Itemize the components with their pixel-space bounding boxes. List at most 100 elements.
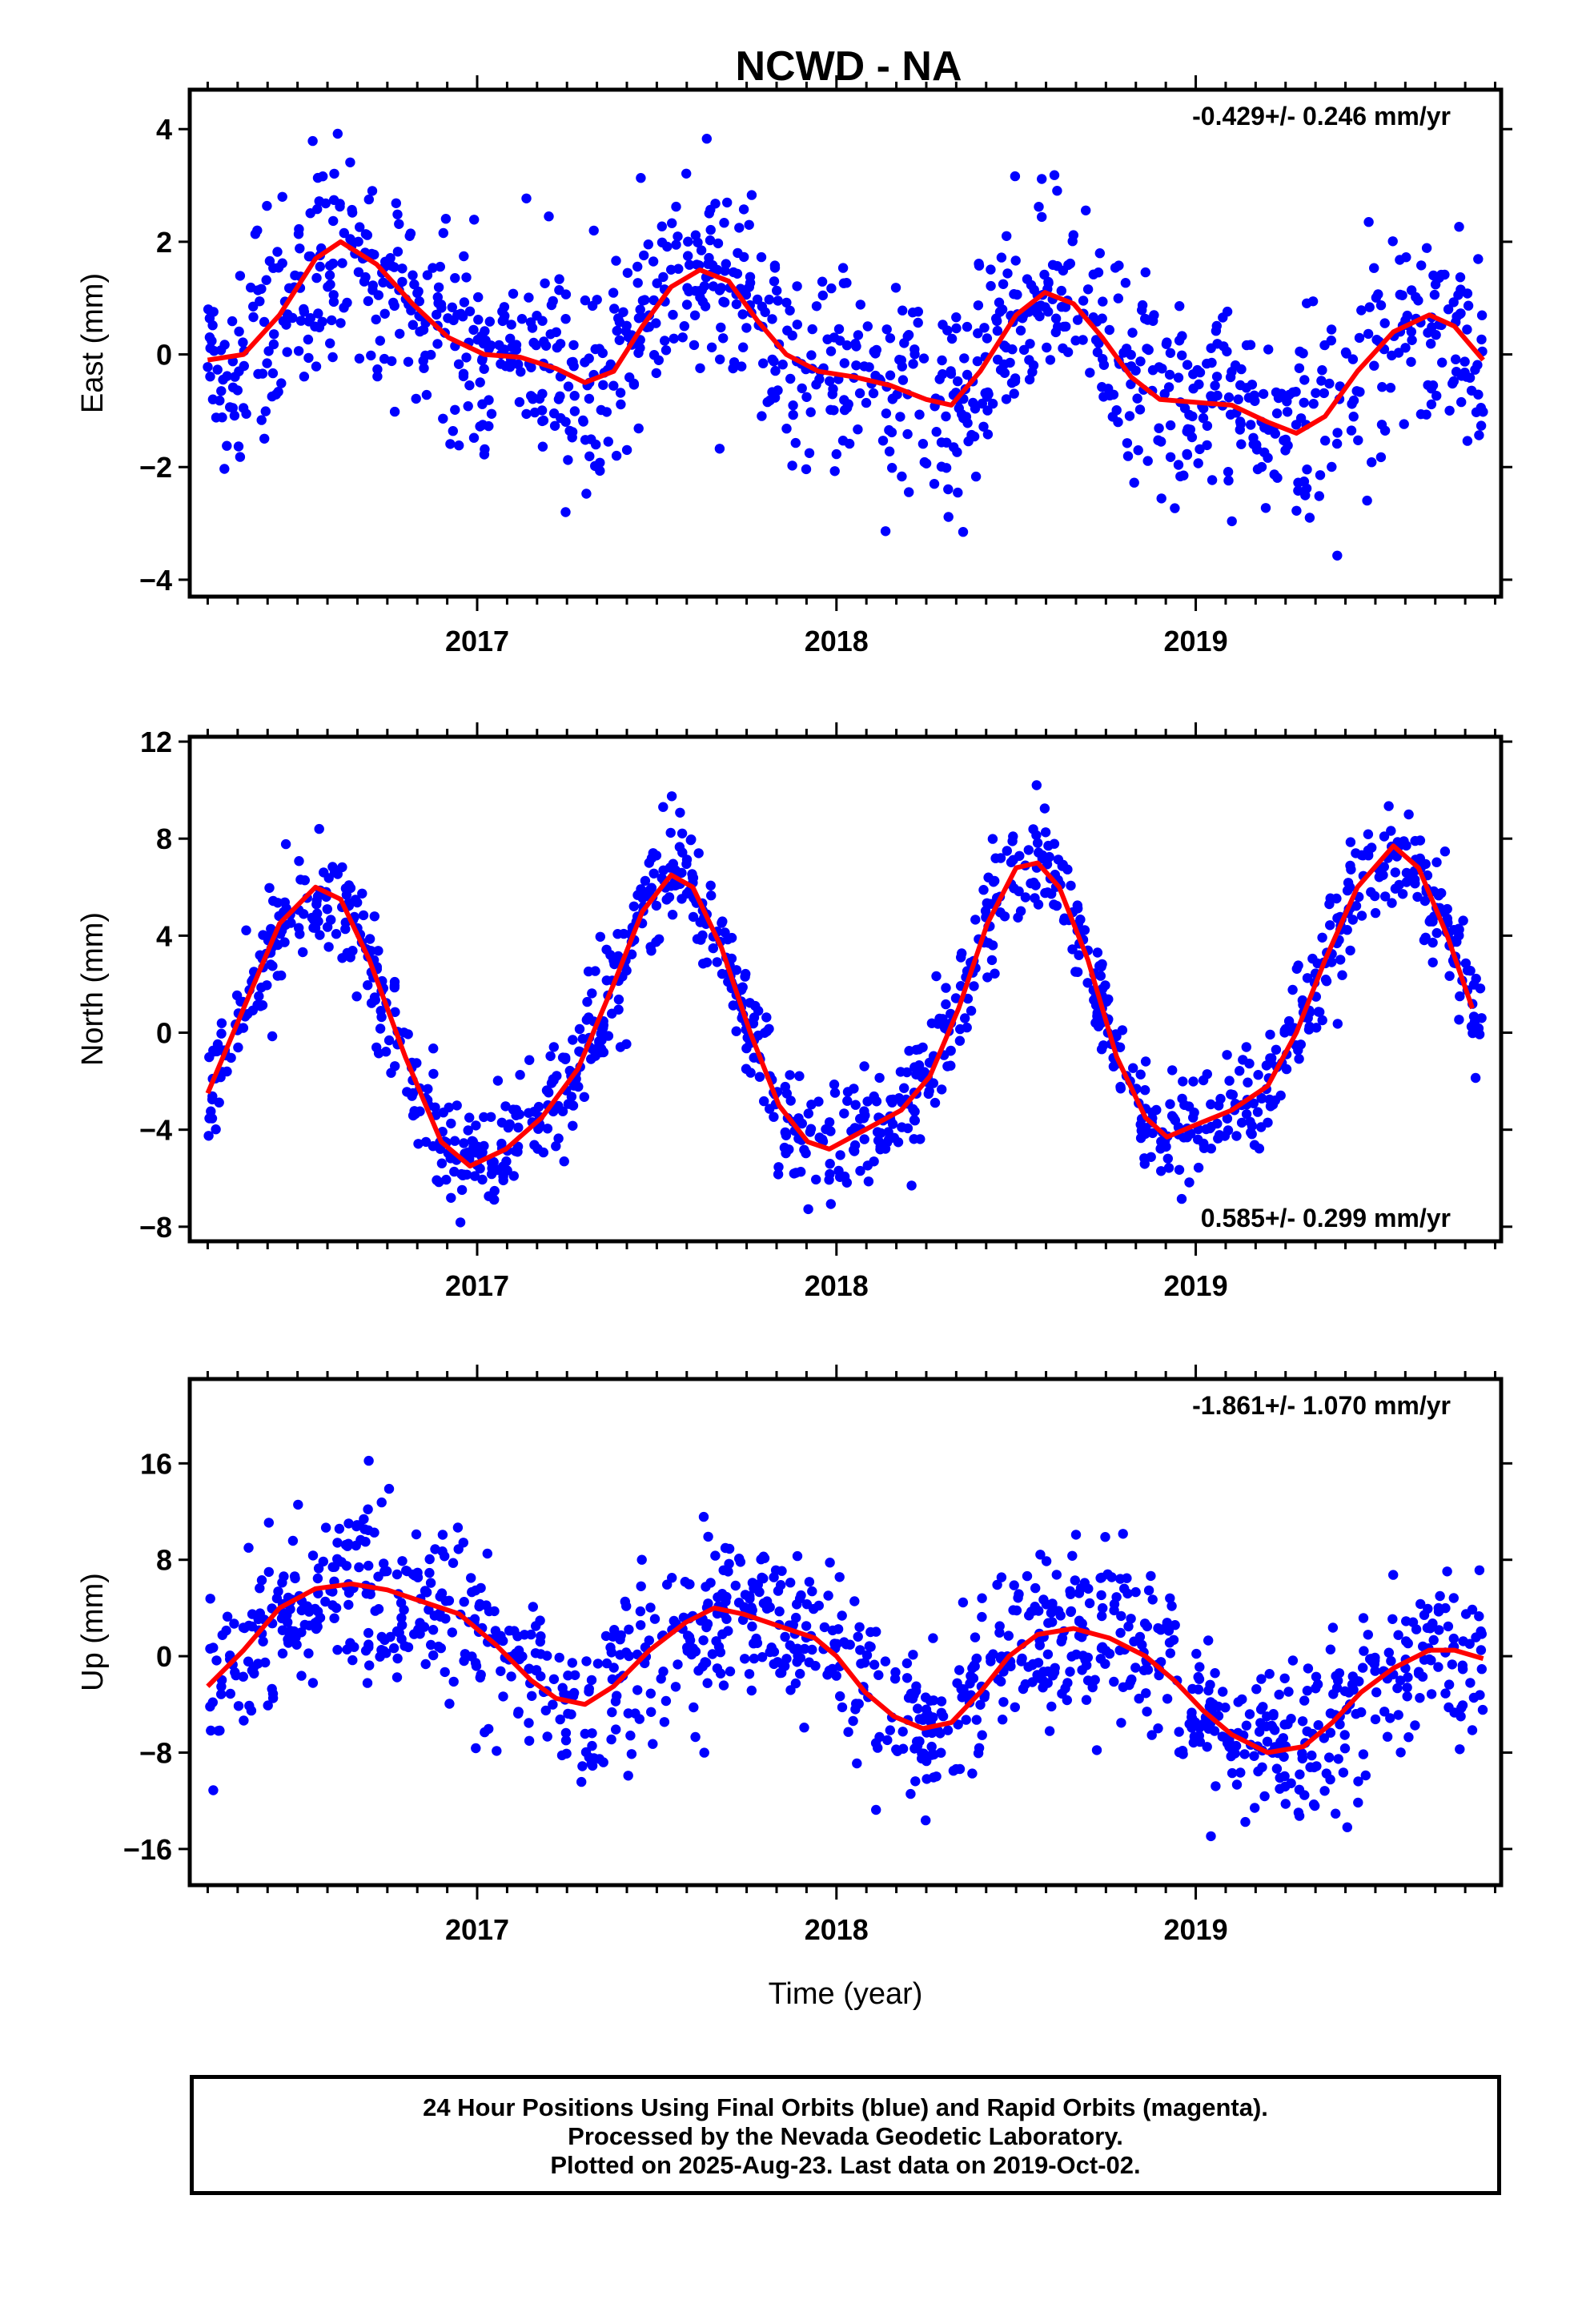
- data-point: [1215, 1093, 1226, 1104]
- data-point: [667, 1573, 677, 1583]
- data-point: [459, 1138, 469, 1148]
- data-point: [761, 1012, 772, 1023]
- data-point: [972, 356, 983, 367]
- data-point: [1142, 1707, 1152, 1717]
- data-point: [719, 297, 730, 308]
- data-point: [1400, 343, 1411, 353]
- data-point: [1051, 1570, 1062, 1580]
- data-point: [1173, 460, 1184, 470]
- data-point: [401, 1566, 412, 1576]
- data-point: [610, 1696, 621, 1707]
- data-point: [905, 1788, 916, 1799]
- data-point: [1307, 1750, 1317, 1761]
- data-point: [1354, 1676, 1364, 1687]
- data-point: [1448, 1593, 1460, 1603]
- data-point: [817, 276, 828, 287]
- data-point: [918, 1748, 929, 1759]
- data-point: [987, 398, 998, 409]
- data-point: [668, 309, 678, 320]
- data-point: [624, 372, 635, 383]
- data-point: [943, 484, 954, 495]
- data-point: [1049, 838, 1060, 849]
- data-point: [665, 827, 676, 838]
- data-point: [521, 408, 532, 420]
- data-point: [850, 1100, 861, 1110]
- data-point: [560, 1735, 572, 1746]
- data-point: [708, 943, 718, 954]
- data-point: [1347, 915, 1359, 925]
- data-point: [938, 369, 948, 380]
- data-point: [267, 368, 279, 379]
- data-point: [889, 1674, 901, 1684]
- data-point: [1331, 438, 1343, 449]
- y-tick-label: 2: [156, 226, 172, 259]
- data-point: [966, 1006, 977, 1016]
- data-point: [1198, 1719, 1209, 1730]
- data-point: [335, 318, 346, 328]
- data-point: [369, 992, 380, 1003]
- data-point: [413, 1139, 424, 1149]
- data-point: [521, 193, 532, 203]
- data-point: [247, 1005, 258, 1016]
- data-point: [546, 1078, 557, 1088]
- data-point: [614, 335, 624, 345]
- data-point: [977, 398, 988, 409]
- data-point: [1407, 335, 1417, 345]
- data-point: [397, 263, 408, 274]
- data-point: [831, 1671, 841, 1681]
- data-point: [264, 883, 275, 894]
- data-point: [379, 1634, 390, 1646]
- data-point: [1387, 236, 1398, 247]
- data-point: [341, 890, 352, 900]
- data-point: [1275, 389, 1286, 400]
- data-point: [662, 241, 673, 252]
- data-point: [601, 944, 612, 955]
- data-point: [205, 372, 215, 382]
- fit-curve: [205, 843, 1475, 1169]
- data-point: [586, 1675, 597, 1686]
- data-point: [235, 452, 246, 462]
- data-point: [1364, 302, 1375, 312]
- data-point: [307, 1550, 319, 1561]
- data-point: [1263, 424, 1274, 435]
- data-point: [222, 440, 232, 451]
- data-point: [363, 980, 373, 991]
- data-point: [873, 1670, 884, 1680]
- data-point: [1426, 339, 1436, 349]
- data-point: [1263, 452, 1273, 463]
- data-point: [1032, 1670, 1042, 1680]
- data-point: [1118, 1529, 1128, 1539]
- data-point: [1433, 1606, 1444, 1617]
- data-point: [1411, 292, 1421, 303]
- data-point: [1186, 432, 1198, 443]
- data-point: [987, 940, 998, 951]
- data-point: [804, 448, 815, 458]
- data-point: [1040, 827, 1051, 838]
- x-tick-label: 2017: [445, 1913, 509, 1946]
- data-point: [1346, 425, 1357, 436]
- data-point: [713, 1642, 725, 1652]
- data-point: [1118, 1682, 1129, 1692]
- data-point: [580, 1747, 592, 1758]
- data-point: [862, 1096, 873, 1107]
- data-point: [263, 1700, 273, 1711]
- data-point: [271, 389, 281, 400]
- data-point: [386, 260, 397, 271]
- data-point: [498, 1635, 508, 1647]
- data-point: [677, 332, 688, 343]
- scatter-series: [203, 780, 1487, 1228]
- data-point: [1235, 380, 1246, 391]
- data-point: [1455, 1744, 1465, 1755]
- data-point: [1149, 310, 1159, 320]
- data-point: [582, 996, 592, 1007]
- data-point: [1053, 321, 1063, 332]
- data-point: [862, 321, 873, 332]
- data-point: [854, 1622, 865, 1633]
- data-point: [392, 1653, 403, 1664]
- data-point: [1252, 1107, 1263, 1117]
- data-point: [1245, 1116, 1255, 1128]
- data-point: [1084, 1598, 1095, 1609]
- data-point: [1243, 1077, 1253, 1088]
- data-point: [423, 1084, 433, 1095]
